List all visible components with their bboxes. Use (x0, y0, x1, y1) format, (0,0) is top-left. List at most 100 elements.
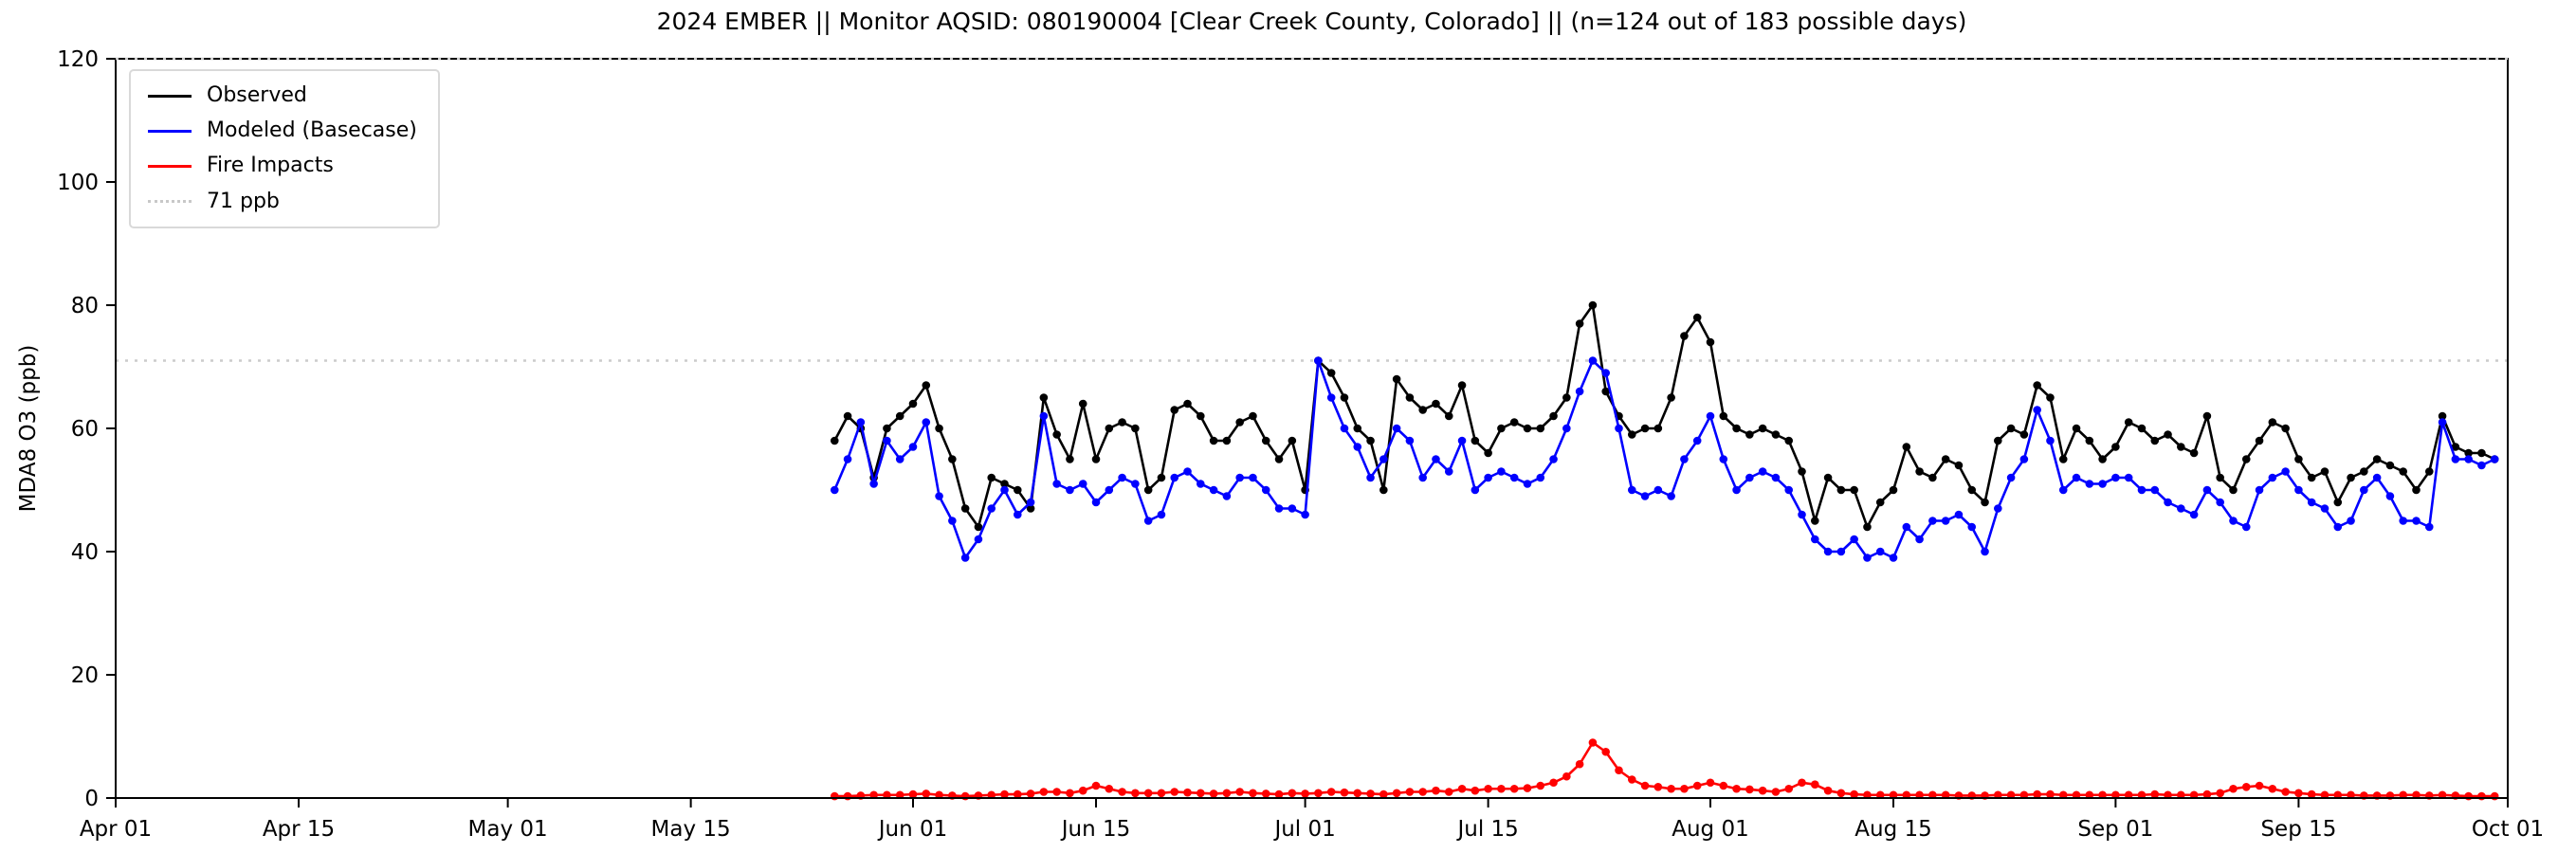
data-point (935, 492, 943, 500)
data-point (2490, 455, 2499, 463)
data-point (2412, 485, 2421, 495)
data-point (1366, 473, 1375, 482)
data-point (1484, 448, 1492, 458)
data-point (2111, 443, 2120, 451)
data-point (1249, 789, 1257, 798)
data-point (1340, 393, 1349, 402)
data-point (1261, 436, 1270, 445)
data-point (948, 455, 957, 463)
y-tick-label: 20 (71, 663, 99, 688)
data-point (2333, 790, 2343, 800)
data-point (1353, 424, 1362, 433)
data-point (2347, 790, 2355, 800)
data-point (1627, 485, 1636, 495)
legend-line-sample-icon (148, 129, 192, 133)
legend-label: Observed (207, 83, 307, 107)
x-tick-label: Apr 01 (80, 817, 152, 842)
data-point (1889, 485, 1898, 495)
x-tick-label: Oct 01 (2472, 817, 2544, 842)
data-point (908, 399, 918, 408)
data-point (830, 485, 839, 495)
data-point (1392, 424, 1401, 433)
data-point (2085, 480, 2094, 488)
data-point (2385, 492, 2395, 500)
data-point (1640, 492, 1650, 500)
data-point (1471, 485, 1480, 495)
data-point (1379, 455, 1388, 463)
data-point (1353, 443, 1362, 451)
x-tick-label: May 15 (651, 817, 731, 842)
data-point (1706, 411, 1715, 421)
data-point (1418, 473, 1427, 482)
data-point (1209, 436, 1218, 445)
data-point (1784, 784, 1794, 793)
legend-label: Modeled (Basecase) (207, 118, 417, 143)
data-point (1863, 554, 1872, 562)
data-point (1288, 436, 1297, 445)
data-point (2058, 790, 2068, 800)
data-point (922, 789, 931, 798)
data-point (960, 554, 970, 562)
data-point (1680, 784, 1689, 793)
data-point (1249, 411, 1257, 421)
x-tick-label: Apr 15 (263, 817, 335, 842)
data-point (1575, 319, 1584, 328)
data-point (1836, 789, 1846, 798)
data-point (2438, 411, 2447, 421)
legend-label: Fire Impacts (207, 154, 334, 178)
data-point (1209, 789, 1218, 798)
data-point (1915, 535, 1924, 544)
data-point (1509, 418, 1519, 426)
data-point (1457, 436, 1467, 445)
data-point (1170, 406, 1179, 414)
data-point (1941, 790, 1950, 800)
data-point (922, 418, 931, 426)
data-point (1026, 789, 1035, 798)
data-point (1967, 485, 1977, 495)
data-point (1288, 504, 1297, 513)
data-point (2216, 473, 2224, 482)
data-point (2268, 418, 2277, 426)
data-point (2412, 790, 2421, 800)
data-point (2438, 418, 2447, 426)
data-point (2268, 784, 2277, 793)
data-point (948, 517, 957, 525)
data-point (1497, 424, 1506, 433)
data-point (1588, 738, 1598, 747)
data-point (1405, 436, 1415, 445)
data-point (2241, 455, 2251, 463)
data-point (2046, 393, 2055, 402)
data-point (1692, 781, 1702, 790)
data-point (2294, 789, 2303, 798)
data-point (1798, 467, 1806, 476)
data-point (1366, 436, 1375, 445)
data-point (1314, 356, 1323, 365)
data-point (1615, 766, 1623, 775)
data-point (1549, 411, 1558, 421)
data-point (1575, 759, 1584, 769)
data-point (2477, 448, 2486, 458)
data-point (2451, 455, 2460, 463)
data-point (2019, 430, 2029, 439)
data-point (1875, 547, 1885, 556)
data-point (2320, 790, 2329, 800)
data-point (1432, 399, 1440, 408)
data-point (2451, 443, 2460, 451)
data-point (1091, 498, 1101, 507)
legend-entry: Fire Impacts (148, 154, 417, 177)
data-point (1484, 473, 1492, 482)
data-point (2477, 791, 2486, 801)
data-point (1954, 461, 1964, 470)
legend-entry: Observed (148, 83, 417, 107)
data-point (2255, 436, 2264, 445)
data-point (1366, 789, 1375, 798)
data-point (2164, 430, 2172, 439)
data-point (2438, 790, 2447, 800)
data-point (1066, 455, 1074, 463)
data-point (1680, 332, 1689, 340)
legend-label: 71 ppb (207, 189, 280, 213)
y-tick-label: 40 (71, 540, 99, 565)
data-point (1288, 789, 1297, 798)
data-point (2072, 473, 2081, 482)
